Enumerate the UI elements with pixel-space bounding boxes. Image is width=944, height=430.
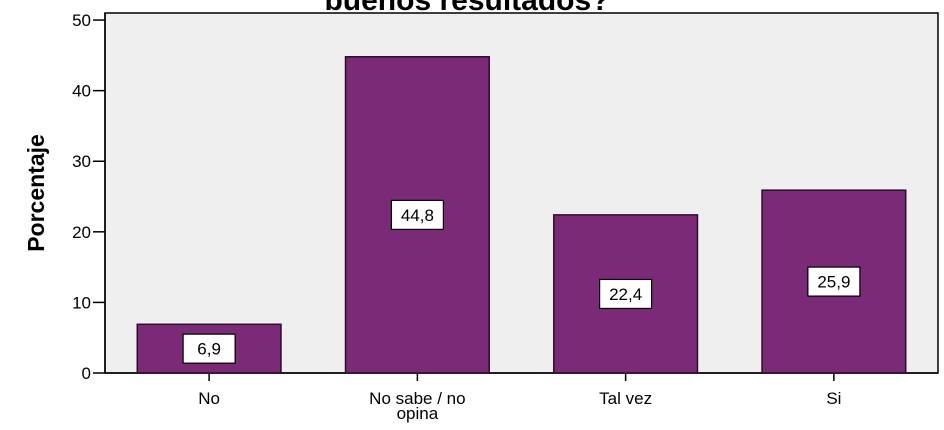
data-label: 25,9 <box>807 266 861 297</box>
data-labels: 6,9 44,8 22,4 25,9 <box>182 199 861 364</box>
data-label-text: 25,9 <box>817 273 850 292</box>
bar-no-sabe-no-opina <box>344 56 490 374</box>
y-tick-label: 40 <box>72 82 91 101</box>
data-label-box <box>599 278 653 310</box>
data-label: 6,9 <box>182 333 236 364</box>
x-tick-label: Tal vez <box>599 389 652 408</box>
data-label-box <box>390 199 444 230</box>
bars <box>136 56 907 374</box>
data-label: 44,8 <box>390 199 444 230</box>
x-tick-label: No sabe / no opina <box>369 389 465 423</box>
data-label: 22,4 <box>599 278 653 310</box>
data-label-text: 6,9 <box>197 340 221 359</box>
data-label-box <box>182 333 236 364</box>
y-axis: 0 10 20 30 40 50 <box>72 11 106 383</box>
chart-title: buenos resultados? <box>324 0 609 17</box>
data-label-text: 44,8 <box>401 206 434 225</box>
data-label-box <box>807 266 861 297</box>
x-axis: No No sabe / no opina Tal vez Si <box>105 372 938 423</box>
y-tick-label: 50 <box>72 11 91 30</box>
x-tick-label: Si <box>826 389 841 408</box>
y-tick-label: 10 <box>72 293 91 312</box>
y-axis-label: Porcentaje <box>23 134 49 252</box>
y-tick-label: 20 <box>72 223 91 242</box>
y-tick-label: 30 <box>72 152 91 171</box>
x-tick-label: No <box>198 389 220 408</box>
y-tick-label: 0 <box>82 364 91 383</box>
data-label-text: 22,4 <box>609 285 642 304</box>
